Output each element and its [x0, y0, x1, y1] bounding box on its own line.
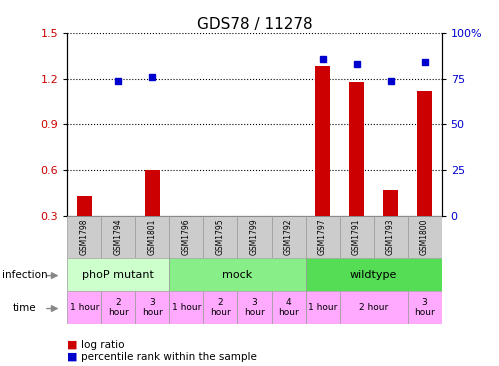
Bar [101, 291, 135, 324]
Text: wildtype: wildtype [350, 269, 397, 280]
Text: 3
hour: 3 hour [244, 298, 265, 317]
Text: GSM1794: GSM1794 [114, 219, 123, 255]
Text: 3
hour: 3 hour [142, 298, 163, 317]
Bar [67, 291, 101, 324]
Bar [408, 291, 442, 324]
Bar [408, 216, 442, 258]
Text: time: time [12, 303, 36, 313]
Bar [238, 216, 271, 258]
Text: GSM1799: GSM1799 [250, 219, 259, 255]
Bar [339, 291, 408, 324]
Text: GSM1791: GSM1791 [352, 219, 361, 255]
Text: phoP mutant: phoP mutant [82, 269, 154, 280]
Bar [145, 170, 160, 216]
Bar [77, 196, 92, 216]
Bar [135, 291, 170, 324]
Text: 1 hour: 1 hour [70, 303, 99, 312]
Bar [271, 291, 305, 324]
Bar [305, 216, 339, 258]
Text: GSM1793: GSM1793 [386, 219, 395, 255]
Bar [305, 258, 442, 291]
Bar [135, 216, 170, 258]
Text: GSM1795: GSM1795 [216, 219, 225, 255]
Text: mock: mock [223, 269, 252, 280]
Text: 1 hour: 1 hour [172, 303, 201, 312]
Text: GSM1800: GSM1800 [420, 219, 429, 255]
Text: 2
hour: 2 hour [210, 298, 231, 317]
Text: GSM1801: GSM1801 [148, 219, 157, 255]
Bar [67, 216, 101, 258]
Text: GSM1797: GSM1797 [318, 219, 327, 255]
Text: 3
hour: 3 hour [414, 298, 435, 317]
Bar [383, 190, 398, 216]
Bar [170, 291, 204, 324]
Text: infection: infection [2, 270, 48, 280]
Bar [204, 291, 238, 324]
Text: GSM1796: GSM1796 [182, 219, 191, 255]
Bar [67, 258, 170, 291]
Bar [170, 258, 305, 291]
Bar [101, 216, 135, 258]
Bar [271, 216, 305, 258]
Bar [315, 67, 330, 216]
Bar [170, 216, 204, 258]
Bar [204, 216, 238, 258]
Bar [417, 91, 432, 216]
Bar [305, 291, 339, 324]
Text: 1 hour: 1 hour [308, 303, 337, 312]
Text: percentile rank within the sample: percentile rank within the sample [81, 352, 256, 362]
Text: 2 hour: 2 hour [359, 303, 388, 312]
Text: GSM1792: GSM1792 [284, 219, 293, 255]
Text: ■: ■ [67, 340, 78, 350]
Bar [238, 291, 271, 324]
Text: 2
hour: 2 hour [108, 298, 129, 317]
Bar [374, 216, 408, 258]
Bar [339, 216, 374, 258]
Text: 4
hour: 4 hour [278, 298, 299, 317]
Text: GSM1798: GSM1798 [80, 219, 89, 255]
Text: ■: ■ [67, 352, 78, 362]
Text: log ratio: log ratio [81, 340, 124, 350]
Title: GDS78 / 11278: GDS78 / 11278 [197, 17, 312, 32]
Bar [349, 82, 364, 216]
